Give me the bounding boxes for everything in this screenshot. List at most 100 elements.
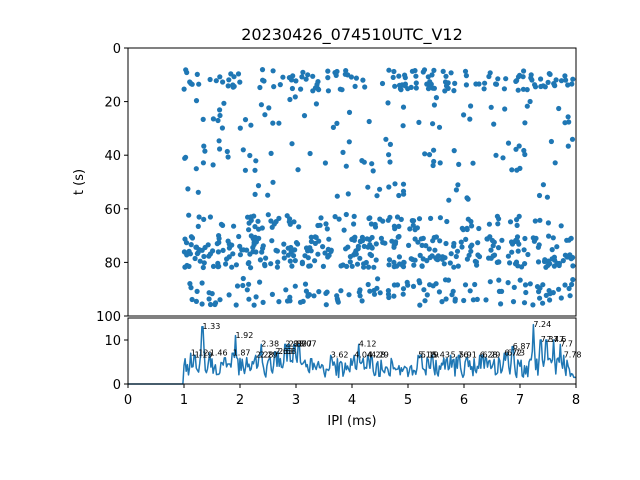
- raster-point: [476, 81, 482, 87]
- histogram-x-tick-label: 2: [236, 393, 244, 408]
- raster-point: [472, 281, 478, 288]
- raster-point: [260, 77, 266, 83]
- raster-point: [323, 221, 329, 227]
- raster-point: [349, 263, 355, 269]
- raster-point: [215, 117, 221, 124]
- raster-point: [510, 299, 517, 305]
- histogram-peak-label: 7.37: [541, 335, 559, 344]
- raster-point: [400, 123, 406, 129]
- raster-point: [540, 182, 547, 188]
- raster-point: [521, 68, 527, 74]
- raster-point: [334, 193, 340, 199]
- histogram-peak-label: 6.29: [483, 351, 501, 360]
- raster-point: [421, 67, 428, 73]
- raster-point: [421, 287, 427, 293]
- raster-point: [433, 95, 439, 101]
- raster-point: [185, 186, 191, 192]
- raster-point: [393, 239, 399, 245]
- raster-point: [469, 242, 475, 248]
- raster-point: [325, 68, 331, 74]
- histogram-peak-label: 2.38: [261, 340, 279, 349]
- raster-panel: 0 20 40 60 80 100 t (s): [72, 42, 577, 325]
- histogram-x-tick-label: 8: [572, 393, 580, 408]
- histogram-peak-label: 4.29: [371, 351, 389, 360]
- raster-point: [240, 282, 246, 289]
- raster-point: [394, 282, 401, 288]
- raster-point: [212, 301, 218, 308]
- raster-point: [468, 103, 474, 109]
- raster-point: [453, 253, 459, 260]
- raster-point: [276, 120, 282, 126]
- raster-point: [486, 255, 492, 261]
- histogram-peak-label: 7.24: [533, 320, 551, 329]
- raster-point: [499, 237, 505, 243]
- raster-point: [237, 125, 243, 131]
- raster-point: [221, 100, 227, 106]
- raster-point: [527, 281, 533, 287]
- raster-point: [374, 285, 380, 291]
- histogram-x-tick-label: 1: [180, 393, 188, 408]
- raster-point: [410, 283, 417, 289]
- raster-point: [343, 68, 349, 74]
- raster-point: [459, 244, 465, 250]
- raster-point: [495, 221, 501, 227]
- raster-point: [461, 297, 467, 304]
- raster-point: [383, 136, 389, 142]
- histogram-peak-label: 2.63: [275, 347, 293, 356]
- raster-point: [545, 79, 551, 85]
- raster-point: [355, 246, 361, 252]
- raster-point: [487, 279, 493, 285]
- raster-point: [199, 247, 205, 253]
- raster-point: [231, 83, 237, 89]
- raster-point: [252, 191, 258, 197]
- raster-point: [467, 288, 473, 294]
- raster-point: [259, 225, 265, 231]
- raster-point: [351, 213, 357, 219]
- raster-y-tick-label: 20: [104, 96, 121, 111]
- raster-point: [312, 258, 318, 264]
- raster-point: [361, 159, 367, 165]
- raster-point: [246, 296, 252, 302]
- raster-point: [398, 216, 404, 222]
- raster-point: [536, 242, 542, 248]
- raster-point: [296, 224, 302, 230]
- raster-point: [341, 227, 347, 233]
- raster-point: [316, 289, 322, 295]
- raster-point: [196, 81, 202, 87]
- raster-point: [482, 80, 488, 86]
- raster-point: [281, 241, 287, 247]
- raster-point: [548, 138, 555, 145]
- raster-point: [550, 235, 556, 241]
- raster-point: [195, 189, 201, 195]
- raster-point: [248, 122, 254, 128]
- raster-point: [230, 251, 236, 257]
- raster-y-tick-label: 0: [113, 42, 121, 57]
- raster-point: [216, 235, 222, 242]
- raster-point: [461, 112, 467, 118]
- raster-point: [372, 224, 379, 230]
- raster-point: [193, 298, 199, 304]
- raster-point: [206, 296, 212, 302]
- raster-point: [455, 182, 461, 188]
- histogram-peak-label: 1.92: [236, 331, 254, 340]
- raster-point: [283, 287, 289, 293]
- raster-point: [357, 287, 363, 293]
- raster-point: [276, 215, 282, 221]
- histogram-peak-label: 3.62: [331, 351, 349, 360]
- raster-point: [570, 263, 576, 269]
- raster-point: [281, 255, 287, 261]
- raster-point: [334, 293, 340, 299]
- raster-point: [444, 218, 450, 225]
- raster-point: [200, 116, 206, 122]
- raster-point: [502, 106, 508, 112]
- raster-point: [462, 68, 469, 74]
- raster-point: [521, 300, 528, 306]
- raster-point: [292, 94, 298, 100]
- raster-point: [347, 259, 353, 265]
- raster-point: [501, 86, 507, 92]
- raster-point: [370, 168, 376, 174]
- raster-point: [531, 238, 538, 244]
- raster-point: [217, 112, 223, 119]
- raster-point: [325, 254, 331, 260]
- raster-point: [470, 297, 476, 303]
